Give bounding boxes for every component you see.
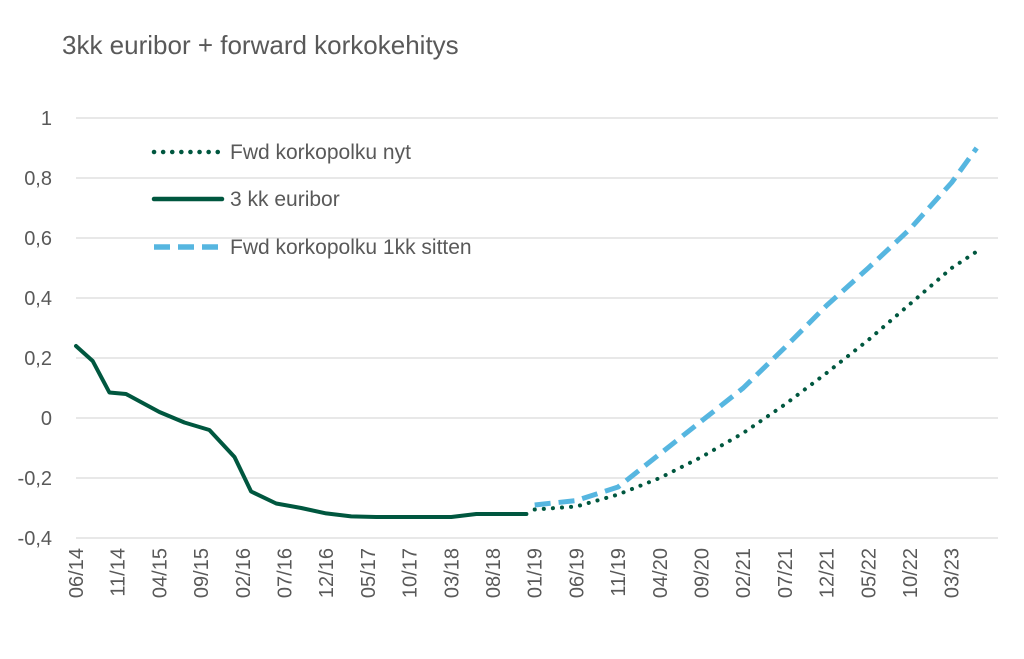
- x-tick-label: 09/15: [191, 548, 213, 598]
- series-line-1: [74, 344, 529, 519]
- chart-title: 3kk euribor + forward korkokehitys: [62, 30, 459, 60]
- y-tick-label: 0: [41, 408, 52, 430]
- x-axis-ticks: 06/14 11/14 04/15 09/15 02/16 07/16 12/16 05/17…: [66, 548, 964, 598]
- legend-label-0: Fwd korkopolku nyt: [230, 141, 411, 164]
- legend: Fwd korkopolku nyt 3 kk euribor Fwd korkop…: [151, 141, 472, 259]
- x-tick-label: 02/21: [733, 548, 755, 598]
- series-line-0: [532, 249, 979, 512]
- x-tick-label: 01/19: [525, 548, 547, 598]
- x-tick-label: 03/23: [942, 548, 964, 598]
- x-tick-label: 06/14: [66, 548, 88, 598]
- y-tick-label: -0,2: [18, 468, 52, 490]
- x-tick-label: 11/19: [608, 548, 630, 597]
- x-tick-label: 04/20: [650, 548, 672, 598]
- x-tick-label: 07/21: [775, 548, 797, 598]
- y-tick-label: 0,2: [24, 348, 52, 370]
- x-tick-label: 11/14: [108, 548, 130, 597]
- grid-lines: [76, 117, 998, 539]
- x-tick-label: 05/22: [858, 548, 880, 598]
- y-tick-label: -0,4: [18, 528, 52, 550]
- x-tick-label: 07/16: [275, 548, 297, 598]
- series-lines: [74, 146, 979, 519]
- legend-label-2: Fwd korkopolku 1kk sitten: [230, 236, 472, 259]
- x-tick-label: 10/17: [400, 548, 422, 598]
- x-tick-label: 03/18: [441, 548, 463, 598]
- y-tick-label: 0,8: [24, 168, 52, 190]
- x-tick-label: 12/16: [316, 548, 338, 598]
- x-tick-label: 10/22: [900, 548, 922, 598]
- x-tick-label: 08/18: [483, 548, 505, 598]
- legend-label-1: 3 kk euribor: [230, 188, 340, 211]
- x-tick-label: 04/15: [149, 548, 171, 598]
- x-tick-label: 05/17: [358, 548, 380, 598]
- y-tick-label: 0,4: [24, 288, 52, 310]
- x-tick-label: 02/16: [233, 548, 255, 598]
- x-tick-label: 12/21: [817, 548, 839, 598]
- y-tick-label: 0,6: [24, 228, 52, 250]
- x-tick-label: 06/19: [566, 548, 588, 598]
- y-tick-label: 1: [41, 108, 52, 130]
- x-tick-label: 09/20: [692, 548, 714, 598]
- y-axis-ticks: -0,4 -0,2 0 0,2 0,4 0,6 0,8 1: [18, 108, 52, 550]
- series-line-2: [534, 146, 979, 508]
